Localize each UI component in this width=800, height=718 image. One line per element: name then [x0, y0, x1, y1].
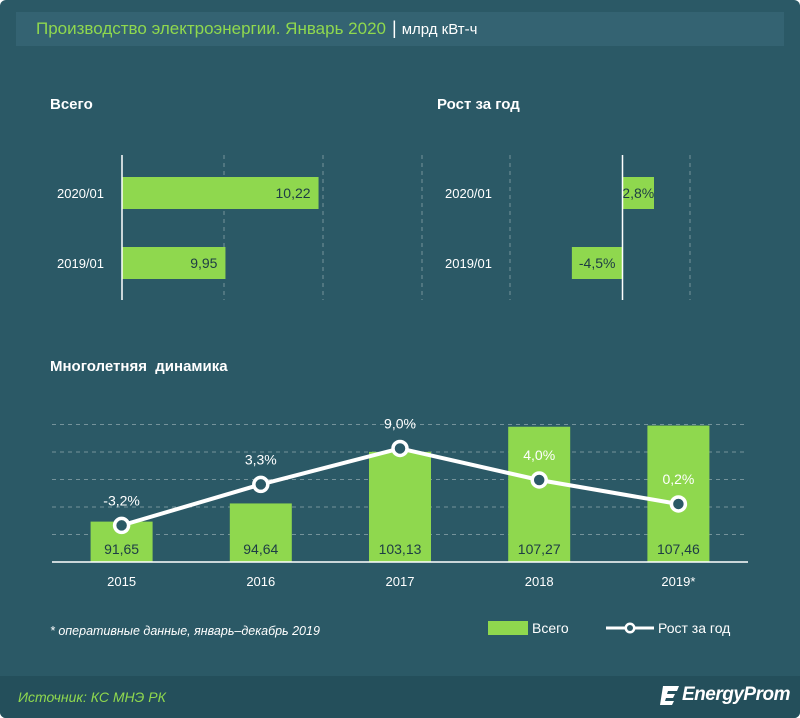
total-bar-label: 9,95	[190, 255, 217, 271]
legend-line-marker-icon	[606, 622, 654, 634]
logo-text: EnergyProm	[682, 684, 790, 705]
growth-bar	[571, 247, 623, 279]
growth-section-label: Рост за год	[437, 96, 520, 113]
dynamics-category-label: 2017	[386, 574, 415, 589]
dynamics-bar	[369, 451, 431, 562]
dynamics-category-label: 2016	[246, 574, 275, 589]
growth-category-label: 2020/01	[445, 186, 492, 201]
title-text: Производство электроэнергии. Январь 2020	[36, 19, 386, 38]
legend-item-line: Рост за год	[606, 620, 730, 636]
total-category-label: 2019/01	[57, 256, 104, 271]
growth-point-label: 9,0%	[384, 415, 416, 431]
title-separator: |	[392, 18, 397, 38]
total-bar	[122, 247, 226, 279]
growth-category-label: 2019/01	[445, 256, 492, 271]
energyprom-logo-icon	[660, 686, 679, 705]
dynamics-bar	[229, 503, 292, 562]
dynamics-bar	[508, 426, 571, 562]
dynamics-bar-label: 91,65	[104, 541, 139, 557]
dynamics-bar-label: 107,46	[657, 541, 700, 557]
growth-point-label: -3,2%	[103, 492, 140, 508]
growth-point	[530, 471, 548, 489]
dynamics-bar	[647, 425, 710, 562]
total-bar-label: 10,22	[276, 185, 311, 201]
growth-point	[252, 475, 270, 494]
legend-line-label: Рост за год	[658, 620, 731, 636]
growth-point-label: 4,0%	[523, 447, 555, 463]
charts-canvas: 10,22 2020/01 9,95 2019/01 2,8% 2020/01 -4,5% 2…	[52, 155, 748, 589]
page-title: Производство электроэнергии. Январь 2020…	[36, 18, 477, 39]
growth-point	[669, 495, 688, 513]
dynamics-category-label: 2018	[525, 574, 554, 589]
total-category-label: 2020/01	[57, 186, 104, 201]
growth-point-label: 3,3%	[245, 451, 277, 467]
growth-bar	[622, 177, 654, 209]
growth-bar-label: -4,5%	[579, 255, 616, 271]
dynamics-category-label: 2015	[107, 574, 136, 589]
dynamics-bar-label: 94,64	[243, 541, 278, 557]
dynamics-bar-label: 107,27	[518, 541, 561, 557]
source-text: Источник: КС МНЭ РК	[18, 689, 166, 705]
dynamics-category-label: 2019*	[661, 574, 695, 589]
legend-bars-label: Всего	[532, 620, 569, 636]
header-bar	[16, 12, 784, 46]
growth-bar-label: 2,8%	[622, 185, 654, 201]
logo: EnergyProm	[660, 684, 790, 706]
legend-bar-swatch	[488, 621, 528, 635]
legend-item-bars: Всего	[488, 620, 569, 636]
growth-point	[391, 439, 409, 458]
total-bar	[122, 177, 319, 209]
footnote: * оперативные данные, январь–декабрь 201…	[50, 624, 320, 638]
growth-point	[112, 516, 131, 535]
total-section-label: Всего	[50, 96, 93, 113]
dynamics-section-label: Многолетняя динамика	[50, 358, 228, 375]
title-unit: млрд кВт-ч	[401, 21, 478, 38]
growth-point-label: 0,2%	[662, 471, 694, 487]
dynamics-bar-label: 103,13	[379, 541, 422, 557]
